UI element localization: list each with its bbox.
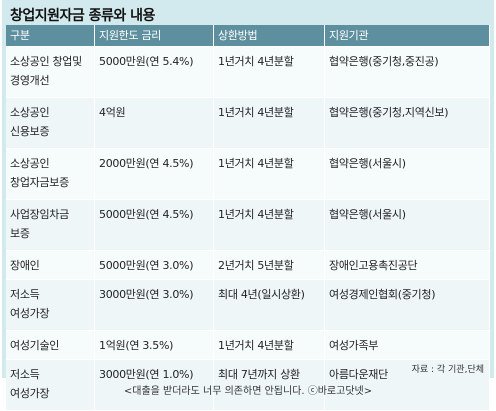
cell-repayment: 1년거치 4년분할	[213, 46, 325, 98]
table-row: 소상공인 신용보증 4억원 1년거치 4년분할 협약은행(중기청,지역신보)	[6, 97, 490, 149]
cell-agency: 협약은행(서울시)	[324, 148, 490, 200]
cell-repayment: 1년거치 4년분할	[213, 330, 325, 360]
table-body: 소상공인 창업및 경영개선 5000만원(연 5.4%) 1년거치 4년분할 협약은행(…	[6, 46, 490, 411]
cell-category: 소상공인 신용보증	[6, 97, 95, 149]
table-row: 사업장임차금 보증 5000만원(연 4.5%) 1년거치 4년분할 협약은행(서울시)	[6, 199, 490, 251]
image-caption: <대출을 받더라도 너무 의존하면 안됩니다. ⓒ바로고닷넷>	[123, 386, 373, 397]
cell-agency: 협약은행(중기청,지역신보)	[324, 97, 490, 149]
cell-category: 소상공인 창업및 경영개선	[6, 46, 95, 98]
cell-limit-rate: 2000만원(연 4.5%)	[94, 148, 214, 200]
cell-repayment: 1년거치 4년분할	[213, 148, 325, 200]
header-agency: 지원기관	[324, 25, 490, 47]
cell-repayment: 1년거치 4년분할	[213, 199, 325, 251]
cell-category: 장애인	[6, 250, 95, 280]
cell-limit-rate: 4억원	[94, 97, 214, 149]
cell-limit-rate: 5000만원(연 5.4%)	[94, 46, 214, 98]
cell-agency: 여성경제인협회(중기청)	[324, 279, 490, 331]
header-row: 구분 지원한도 금리 상환방법 지원기관	[6, 25, 490, 47]
table-row: 여성기술인 1억원(연 3.5%) 1년거치 4년분할 여성가족부	[6, 330, 490, 360]
cell-agency: 협약은행(서울시)	[324, 199, 490, 251]
funding-table: 구분 지원한도 금리 상환방법 지원기관 소상공인 창업및 경영개선 5000만원(…	[6, 25, 490, 411]
table-row: 저소득 여성가장 3000만원(연 3.0%) 최대 4년(일시상환) 여성경제인협회(…	[6, 279, 490, 331]
header-limit-rate: 지원한도 금리	[94, 25, 214, 47]
cell-agency: 장애인고용촉진공단	[324, 250, 490, 280]
cell-repayment: 2년거치 5년분할	[213, 250, 325, 280]
cell-category: 사업장임차금 보증	[6, 199, 95, 251]
cell-limit-rate: 3000만원(연 3.0%)	[94, 279, 214, 331]
table-title: 창업지원자금 종류와 내용	[10, 8, 155, 24]
cell-category: 저소득 여성가장	[6, 279, 95, 331]
header-repayment: 상환방법	[213, 25, 325, 47]
cell-repayment: 최대 4년(일시상환)	[213, 279, 325, 331]
header-category: 구분	[6, 25, 95, 47]
table-row: 장애인 5000만원(연 3.0%) 2년거치 5년분할 장애인고용촉진공단	[6, 250, 490, 280]
cell-limit-rate: 5000만원(연 4.5%)	[94, 199, 214, 251]
cell-repayment: 1년거치 4년분할	[213, 97, 325, 149]
cell-category: 소상공인 창업자금보증	[6, 148, 95, 200]
table-row: 소상공인 창업자금보증 2000만원(연 4.5%) 1년거치 4년분할 협약은행(서울…	[6, 148, 490, 200]
source-note: 자료 : 각 기관,단체	[411, 365, 484, 375]
cell-agency: 여성가족부	[324, 330, 490, 360]
cell-category: 여성기술인	[6, 330, 95, 360]
table-row: 소상공인 창업및 경영개선 5000만원(연 5.4%) 1년거치 4년분할 협약은행(…	[6, 46, 490, 98]
cell-limit-rate: 5000만원(연 3.0%)	[94, 250, 214, 280]
cell-limit-rate: 1억원(연 3.5%)	[94, 330, 214, 360]
cell-agency: 협약은행(중기청,중진공)	[324, 46, 490, 98]
